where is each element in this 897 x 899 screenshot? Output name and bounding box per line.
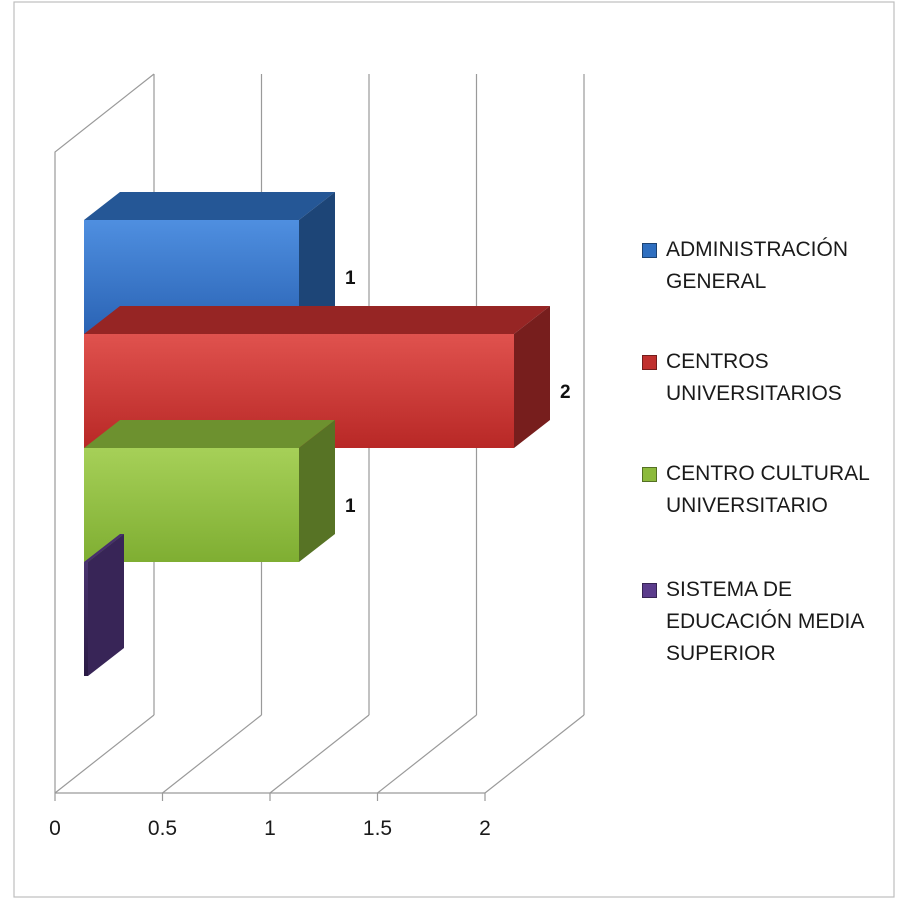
legend-label: CENTRO CULTURAL UNIVERSITARIO bbox=[666, 462, 870, 517]
legend-item: SISTEMA DE EDUCACIÓN MEDIA SUPERIOR bbox=[636, 574, 891, 670]
data-label: 1 bbox=[345, 268, 356, 289]
gridline bbox=[377, 714, 477, 794]
bar-side-face bbox=[299, 192, 335, 334]
bars bbox=[84, 192, 550, 676]
left-wall bbox=[54, 73, 155, 793]
x-tick-label: 2 bbox=[479, 817, 491, 840]
x-tick-label: 0.5 bbox=[148, 817, 177, 840]
gridline bbox=[54, 714, 155, 794]
chart-border bbox=[13, 1, 895, 898]
data-labels: 1 2 1 bbox=[345, 268, 571, 517]
bar-top-face bbox=[84, 420, 335, 448]
x-tick-label: 0 bbox=[49, 817, 61, 840]
bar bbox=[84, 420, 335, 562]
bar-side-face bbox=[299, 420, 335, 562]
legend-swatch bbox=[642, 243, 657, 258]
legend-swatch bbox=[642, 467, 657, 482]
legend-item: ADMINISTRACIÓN GENERAL bbox=[636, 234, 891, 346]
legend-swatch bbox=[642, 355, 657, 370]
x-axis-ticks: 0 0.5 1 1.5 2 bbox=[49, 817, 491, 840]
gridlines bbox=[54, 73, 585, 801]
x-tick-label: 1.5 bbox=[363, 817, 392, 840]
bar-front-face bbox=[84, 562, 88, 676]
data-label: 1 bbox=[345, 496, 356, 517]
legend: ADMINISTRACIÓN GENERAL CENTROS UNIVERSIT… bbox=[636, 234, 891, 670]
legend-label: SISTEMA DE EDUCACIÓN MEDIA SUPERIOR bbox=[666, 578, 864, 665]
gridline bbox=[269, 714, 370, 794]
bar-side-face bbox=[88, 534, 124, 676]
legend-item: CENTROS UNIVERSITARIOS bbox=[636, 346, 891, 458]
data-label: 2 bbox=[560, 382, 571, 403]
legend-label: CENTROS UNIVERSITARIOS bbox=[666, 350, 842, 405]
legend-label: ADMINISTRACIÓN GENERAL bbox=[666, 238, 849, 293]
bar-top-face bbox=[84, 306, 550, 334]
bar-side-face bbox=[514, 306, 550, 448]
gridline bbox=[484, 714, 585, 794]
gridline bbox=[162, 714, 262, 794]
legend-item: CENTRO CULTURAL UNIVERSITARIO bbox=[636, 458, 891, 574]
legend-swatch bbox=[642, 583, 657, 598]
bar bbox=[84, 534, 124, 676]
x-tick-label: 1 bbox=[264, 817, 276, 840]
bar-top-face bbox=[84, 534, 124, 562]
bar-top-face bbox=[84, 192, 335, 220]
